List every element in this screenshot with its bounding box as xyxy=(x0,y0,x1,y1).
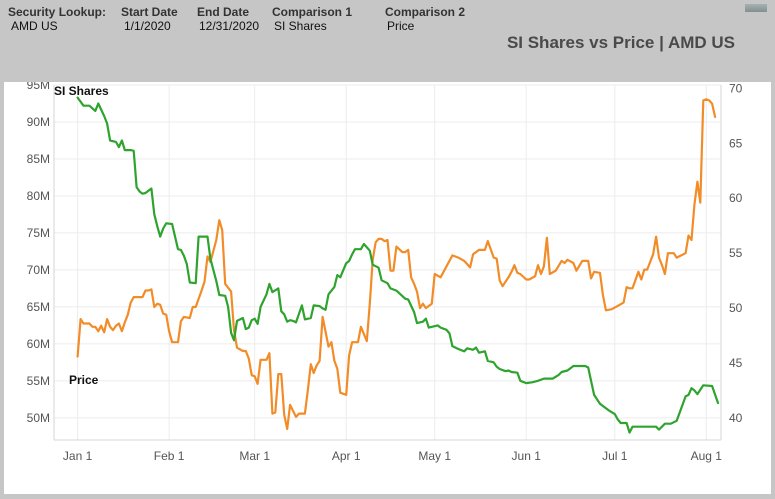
left-tick-label: 75M xyxy=(27,226,50,240)
comparison-1-value[interactable]: SI Shares xyxy=(274,19,327,33)
end-date-label: End Date xyxy=(197,5,250,19)
security-lookup-value[interactable]: AMD US xyxy=(11,19,58,33)
left-tick-label: 50M xyxy=(27,411,50,425)
si-shares-series-label: SI Shares xyxy=(54,84,109,98)
chart-title: SI Shares vs Price | AMD US xyxy=(506,33,735,52)
comparison-2-field[interactable]: Comparison 2 Price xyxy=(385,5,465,33)
end-date-value[interactable]: 12/31/2020 xyxy=(199,19,260,33)
left-tick-label: 60M xyxy=(27,337,50,351)
left-tick-label: 80M xyxy=(27,189,50,203)
report-header: Security Lookup: AMD US Start Date 1/1/2… xyxy=(0,0,775,82)
start-date-field[interactable]: Start Date 1/1/2020 xyxy=(121,5,178,33)
comparison-2-value[interactable]: Price xyxy=(387,19,415,33)
security-lookup-field[interactable]: Security Lookup: AMD US xyxy=(8,5,106,33)
right-tick-label: 65 xyxy=(729,136,743,150)
right-tick-label: 50 xyxy=(729,301,743,315)
line-chart: 50M 55M 60M 65M 70M 75M 80M 85M 90M 95M 40 45 50 55 6… xyxy=(27,78,743,463)
x-tick-label: Jul 1 xyxy=(602,449,628,463)
end-date-field[interactable]: End Date 12/31/2020 xyxy=(197,5,259,33)
series-lines xyxy=(76,96,720,434)
price-line xyxy=(76,98,717,431)
x-axis-ticks: Jan 1 Feb 1 Mar 1 Apr 1 May 1 Jun 1 Jul 1 Aug 1 xyxy=(63,449,722,463)
x-tick-label: Mar 1 xyxy=(239,449,270,463)
right-tick-label: 70 xyxy=(729,82,743,95)
start-date-label: Start Date xyxy=(121,5,178,19)
right-tick-label: 60 xyxy=(729,191,743,205)
left-tick-label: 90M xyxy=(27,115,50,129)
comparison-1-label: Comparison 1 xyxy=(272,5,353,19)
right-axis-ticks: 40 45 50 55 60 65 70 xyxy=(729,81,743,425)
x-tick-label: Jun 1 xyxy=(512,449,542,463)
si-shares-line xyxy=(76,96,720,434)
right-tick-label: 40 xyxy=(729,411,743,425)
left-tick-label: 55M xyxy=(27,374,50,388)
x-tick-label: Aug 1 xyxy=(691,449,723,463)
x-tick-label: May 1 xyxy=(418,449,451,463)
comparison-2-label: Comparison 2 xyxy=(385,5,466,19)
vertical-gridlines xyxy=(77,85,707,440)
left-axis-ticks: 50M 55M 60M 65M 70M 75M 80M 85M 90M 95M xyxy=(27,78,50,425)
security-lookup-label: Security Lookup: xyxy=(8,5,107,19)
comparison-1-field[interactable]: Comparison 1 SI Shares xyxy=(272,5,352,33)
start-date-value[interactable]: 1/1/2020 xyxy=(124,19,171,33)
left-tick-label: 85M xyxy=(27,152,50,166)
right-tick-label: 55 xyxy=(729,246,743,260)
left-tick-label: 65M xyxy=(27,300,50,314)
chart-panel: 50M 55M 60M 65M 70M 75M 80M 85M 90M 95M 40 45 50 55 6… xyxy=(4,78,771,494)
horizontal-gridlines xyxy=(54,84,721,419)
right-tick-label: 45 xyxy=(729,356,743,370)
x-tick-label: Feb 1 xyxy=(154,449,185,463)
axis-lines xyxy=(53,85,722,441)
left-tick-label: 95M xyxy=(27,82,50,92)
x-tick-label: Jan 1 xyxy=(63,449,93,463)
x-tick-label: Apr 1 xyxy=(332,449,361,463)
left-tick-label: 70M xyxy=(27,263,50,277)
brand-logo xyxy=(745,4,767,12)
price-series-label: Price xyxy=(69,373,99,387)
